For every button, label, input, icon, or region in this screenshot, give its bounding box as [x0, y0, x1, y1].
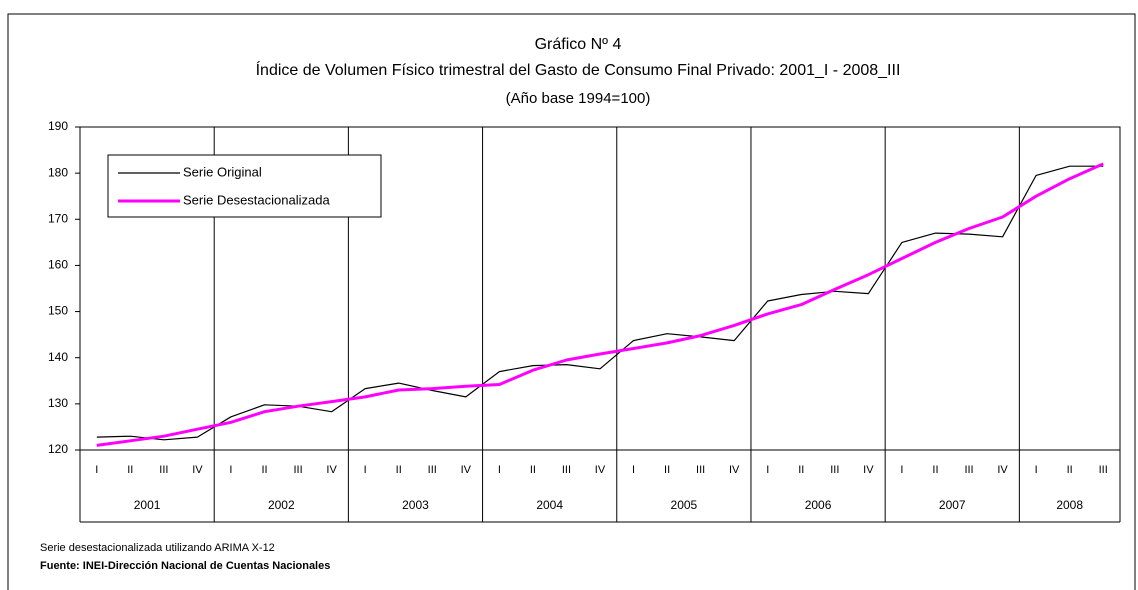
x-tick-label: III	[159, 464, 168, 476]
y-tick-label: 160	[48, 258, 68, 272]
year-label: 2003	[402, 498, 429, 512]
x-tick-label: I	[632, 464, 635, 476]
year-label: 2008	[1056, 498, 1083, 512]
y-tick-label: 140	[48, 350, 68, 364]
x-tick-label: IV	[595, 464, 606, 476]
x-tick-label: III	[562, 464, 571, 476]
x-tick-label: III	[964, 464, 973, 476]
x-tick-label: III	[293, 464, 302, 476]
x-tick-label: IV	[326, 464, 337, 476]
x-tick-label: II	[261, 464, 267, 476]
x-tick-label: III	[428, 464, 437, 476]
x-tick-label: I	[498, 464, 501, 476]
y-tick-label: 180	[48, 165, 68, 179]
y-tick-label: 190	[48, 119, 68, 133]
x-tick-label: I	[95, 464, 98, 476]
x-tick-label: II	[530, 464, 536, 476]
x-tick-label: I	[364, 464, 367, 476]
year-label: 2001	[134, 498, 161, 512]
series-line	[96, 165, 1104, 441]
legend-box	[107, 154, 382, 218]
x-tick-label: I	[900, 464, 903, 476]
y-tick-label: 150	[48, 304, 68, 318]
year-label: 2005	[671, 498, 698, 512]
x-tick-label: IV	[461, 464, 472, 476]
y-tick-label: 130	[48, 396, 68, 410]
legend-label: Serie Desestacionalizada	[183, 192, 330, 207]
x-tick-label: III	[1099, 464, 1108, 476]
year-label: 2004	[536, 498, 563, 512]
y-tick-label: 170	[48, 211, 68, 225]
series-line	[96, 162, 1104, 447]
chart-subtitle: Índice de Volumen Físico trimestral del …	[256, 60, 901, 79]
x-tick-label: III	[696, 464, 705, 476]
x-tick-label: IV	[997, 464, 1008, 476]
x-tick-label: I	[766, 464, 769, 476]
year-label: 2002	[268, 498, 295, 512]
chart-subtitle: (Año base 1994=100)	[506, 90, 651, 107]
note: Serie desestacionalizada utilizando ARIM…	[40, 542, 275, 554]
legend-label: Serie Original	[183, 164, 262, 179]
x-tick-label: II	[1067, 464, 1073, 476]
source: Fuente: INEI-Dirección Nacional de Cuent…	[40, 560, 330, 572]
chart-title: Gráfico Nº 4	[535, 36, 622, 53]
y-tick-label: 120	[48, 442, 68, 456]
x-tick-label: II	[664, 464, 670, 476]
frame	[7, 13, 1136, 590]
year-label: 2006	[805, 498, 832, 512]
x-tick-label: I	[229, 464, 232, 476]
x-tick-label: II	[932, 464, 938, 476]
x-tick-label: IV	[192, 464, 203, 476]
year-label: 2007	[939, 498, 966, 512]
x-tick-label: III	[830, 464, 839, 476]
x-tick-label: II	[798, 464, 804, 476]
x-tick-label: IV	[863, 464, 874, 476]
x-tick-label: II	[127, 464, 133, 476]
x-tick-label: IV	[729, 464, 740, 476]
x-tick-label: II	[396, 464, 402, 476]
x-tick-label: I	[1035, 464, 1038, 476]
